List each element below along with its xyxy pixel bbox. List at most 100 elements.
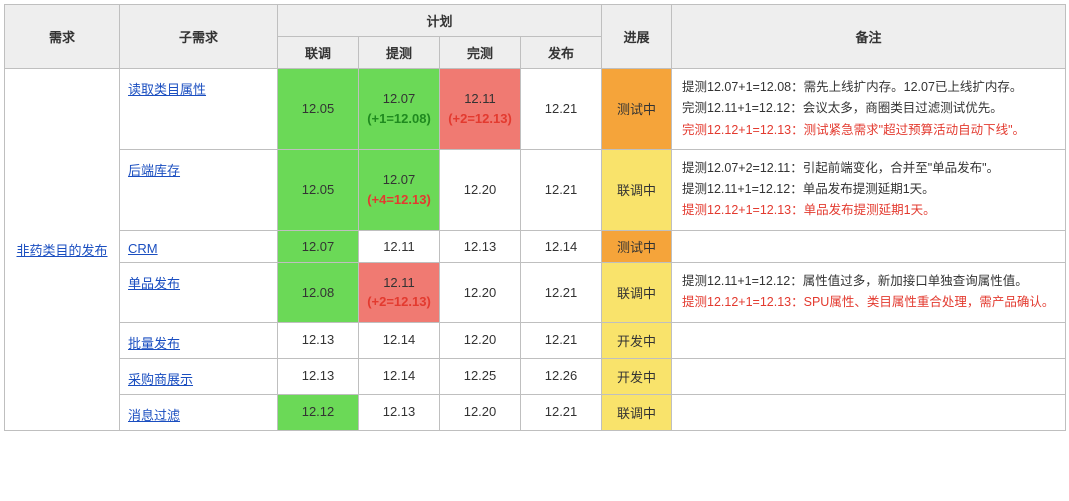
table-row: CRM 12.07 12.11 12.13 12.14 测试中: [5, 230, 1066, 263]
note-line: 提测12.12+1=12.13：单品发布提测延期1天。: [682, 200, 1055, 221]
wance-cell: 12.20: [440, 263, 521, 323]
header-plan: 计划: [278, 5, 602, 37]
progress-cell: 测试中: [602, 230, 672, 263]
subreq-link[interactable]: 采购商展示: [128, 372, 193, 387]
note-cell: 提测12.07+2=12.11：引起前端变化，合并至"单品发布"。提测12.11…: [672, 149, 1066, 230]
fabu-value: 12.14: [529, 237, 593, 257]
liantiao-value: 12.13: [286, 330, 350, 350]
tice-value: 12.07: [367, 89, 431, 109]
fabu-cell: 12.21: [521, 394, 602, 430]
tice-cell: 12.11: [359, 230, 440, 263]
header-fabu: 发布: [521, 37, 602, 69]
wance-cell: 12.11(+2=12.13): [440, 69, 521, 150]
note-cell: 提测12.11+1=12.12：属性值过多，新加接口单独查询属性值。提测12.1…: [672, 263, 1066, 323]
tice-value: 12.11: [367, 273, 431, 293]
header-tice: 提测: [359, 37, 440, 69]
subreq-link[interactable]: 消息过滤: [128, 408, 180, 423]
note-line: 完测12.12+1=12.13：测试紧急需求"超过预算活动自动下线"。: [682, 120, 1055, 141]
subreq-cell: 后端库存: [120, 149, 278, 230]
table-row: 消息过滤12.1212.1312.2012.21联调中: [5, 394, 1066, 430]
liantiao-cell: 12.05: [278, 69, 359, 150]
progress-text: 联调中: [617, 406, 656, 421]
tice-cell: 12.14: [359, 358, 440, 394]
progress-cell: 联调中: [602, 394, 672, 430]
header-req: 需求: [5, 5, 120, 69]
liantiao-cell: 12.07: [278, 230, 359, 263]
progress-text: 联调中: [617, 286, 656, 301]
subreq-link[interactable]: 单品发布: [128, 276, 180, 291]
note-line: 提测12.07+1=12.08：需先上线扩内存。12.07已上线扩内存。: [682, 77, 1055, 98]
fabu-value: 12.21: [529, 330, 593, 350]
fabu-value: 12.21: [529, 180, 593, 200]
tice-cell: 12.07(+4=12.13): [359, 149, 440, 230]
liantiao-value: 12.13: [286, 366, 350, 386]
fabu-cell: 12.14: [521, 230, 602, 263]
table-body: 非药类目的发布读取类目属性12.0512.07(+1=12.08)12.11(+…: [5, 69, 1066, 431]
note-line: 提测12.07+2=12.11：引起前端变化，合并至"单品发布"。: [682, 158, 1055, 179]
fabu-value: 12.21: [529, 283, 593, 303]
subreq-cell: CRM: [120, 230, 278, 263]
fabu-cell: 12.21: [521, 69, 602, 150]
subreq-link[interactable]: 读取类目属性: [128, 82, 206, 97]
schedule-table: 需求 子需求 计划 进展 备注 联调 提测 完测 发布 非药类目的发布 读取类目属…: [4, 4, 1066, 431]
progress-text: 测试中: [617, 240, 656, 255]
fabu-cell: 12.26: [521, 358, 602, 394]
tice-value: 12.13: [367, 402, 431, 422]
header-subreq: 子需求: [120, 5, 278, 69]
subreq-cell: 采购商展示: [120, 358, 278, 394]
fabu-value: 12.26: [529, 366, 593, 386]
tice-value: 12.07: [367, 170, 431, 190]
liantiao-value: 12.12: [286, 402, 350, 422]
wance-value: 12.20: [448, 330, 512, 350]
wance-cell: 12.25: [440, 358, 521, 394]
progress-cell: 开发中: [602, 358, 672, 394]
liantiao-value: 12.05: [286, 99, 350, 119]
table-header: 需求 子需求 计划 进展 备注 联调 提测 完测 发布: [5, 5, 1066, 69]
tice-value: 12.14: [367, 330, 431, 350]
note-line: 提测12.12+1=12.13：SPU属性、类目属性重合处理，需产品确认。: [682, 292, 1055, 313]
progress-cell: 开发中: [602, 322, 672, 358]
wance-value: 12.20: [448, 283, 512, 303]
liantiao-value: 12.07: [286, 237, 350, 257]
tice-cell: 12.07(+1=12.08): [359, 69, 440, 150]
subreq-cell: 批量发布: [120, 322, 278, 358]
table-row: 后端库存12.0512.07(+4=12.13)12.2012.21联调中提测1…: [5, 149, 1066, 230]
table-row: 采购商展示 12.13 12.14 12.25 12.26 开发中: [5, 358, 1066, 394]
wance-value: 12.20: [448, 180, 512, 200]
tice-value: 12.11: [367, 237, 431, 257]
fabu-cell: 12.21: [521, 149, 602, 230]
liantiao-cell: 12.12: [278, 394, 359, 430]
fabu-cell: 12.21: [521, 322, 602, 358]
liantiao-value: 12.05: [286, 180, 350, 200]
wance-cell: 12.20: [440, 149, 521, 230]
liantiao-cell: 12.13: [278, 322, 359, 358]
wance-cell: 12.13: [440, 230, 521, 263]
tice-cell: 12.14: [359, 322, 440, 358]
tice-delta: (+2=12.13): [367, 292, 431, 312]
tice-delta: (+4=12.13): [367, 190, 431, 210]
note-cell: [672, 322, 1066, 358]
subreq-link[interactable]: 后端库存: [128, 163, 180, 178]
liantiao-value: 12.08: [286, 283, 350, 303]
subreq-link[interactable]: 批量发布: [128, 336, 180, 351]
subreq-link[interactable]: CRM: [128, 241, 158, 256]
table-row: 批量发布 12.13 12.14 12.20 12.21 开发中: [5, 322, 1066, 358]
tice-value: 12.14: [367, 366, 431, 386]
subreq-cell: 消息过滤: [120, 394, 278, 430]
progress-cell: 测试中: [602, 69, 672, 150]
table-row: 非药类目的发布读取类目属性12.0512.07(+1=12.08)12.11(+…: [5, 69, 1066, 150]
progress-text: 开发中: [617, 370, 656, 385]
progress-text: 测试中: [617, 102, 656, 117]
note-cell: 提测12.07+1=12.08：需先上线扩内存。12.07已上线扩内存。完测12…: [672, 69, 1066, 150]
tice-cell: 12.13: [359, 394, 440, 430]
progress-text: 联调中: [617, 183, 656, 198]
tice-delta: (+1=12.08): [367, 109, 431, 129]
header-wance: 完测: [440, 37, 521, 69]
header-note: 备注: [672, 5, 1066, 69]
fabu-cell: 12.21: [521, 263, 602, 323]
subreq-cell: 读取类目属性: [120, 69, 278, 150]
requirement-link[interactable]: 非药类目的发布: [16, 243, 107, 258]
note-line: 提测12.11+1=12.12：属性值过多，新加接口单独查询属性值。: [682, 271, 1055, 292]
note-line: 提测12.11+1=12.12：单品发布提测延期1天。: [682, 179, 1055, 200]
note-cell: [672, 358, 1066, 394]
